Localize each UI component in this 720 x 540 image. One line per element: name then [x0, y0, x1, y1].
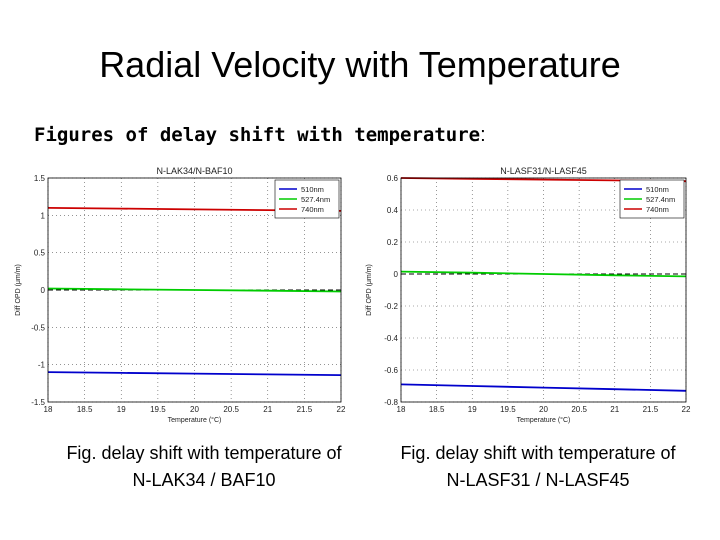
series-line-0 [47, 371, 342, 376]
y-tick-label: -0.4 [384, 334, 398, 343]
x-tick-label: 22 [682, 405, 691, 414]
x-axis-label: Temperature (°C) [168, 416, 222, 424]
slide-title: Radial Velocity with Temperature [99, 44, 621, 85]
x-tick-label: 21.5 [297, 405, 313, 414]
x-tick-label: 19.5 [150, 405, 166, 414]
y-tick-label: 0.4 [387, 206, 399, 215]
x-tick-label: 18.5 [77, 405, 93, 414]
y-tick-label: 1.5 [34, 174, 46, 183]
x-tick-label: 19 [117, 405, 126, 414]
caption-right-line1: Fig. delay shift with temperature of [400, 443, 676, 463]
subheading: Figures of delay shift with temperature: [34, 124, 486, 147]
y-tick-label: -1.5 [31, 398, 45, 407]
x-axis-label: Temperature (°C) [517, 416, 571, 424]
y-tick-label: 0.2 [387, 238, 399, 247]
x-tick-label: 18 [397, 405, 406, 414]
x-tick-label: 20 [190, 405, 199, 414]
caption-right-line2: N-LASF31 / N-LASF45 [446, 470, 630, 490]
y-tick-label: 0 [394, 270, 399, 279]
legend-label-1: 527.4nm [301, 195, 330, 204]
y-tick-label: 0.5 [34, 249, 46, 258]
caption-left-line2: N-LAK34 / BAF10 [132, 470, 276, 490]
x-tick-label: 21 [263, 405, 272, 414]
x-tick-label: 20 [539, 405, 548, 414]
subheading-colon: : [480, 124, 486, 146]
y-tick-label: -0.6 [384, 366, 398, 375]
x-tick-label: 22 [337, 405, 346, 414]
x-tick-label: 18.5 [429, 405, 445, 414]
series-line-1 [47, 287, 342, 293]
legend-label-2: 740nm [301, 205, 324, 214]
y-axis-label: Diff OPD (μm/m) [366, 264, 373, 316]
y-axis-label: Diff OPD (μm/m) [15, 264, 22, 316]
series-line-0 [400, 383, 687, 392]
y-tick-label: 0 [41, 286, 46, 295]
chart-title: N-LAK34/N-BAF10 [156, 166, 232, 176]
caption-left: Fig. delay shift with temperature of N-L… [44, 440, 364, 494]
plot-frame [400, 177, 687, 403]
y-tick-label: 0.6 [387, 174, 399, 183]
chart-title: N-LASF31/N-LASF45 [500, 166, 587, 176]
x-tick-label: 18 [44, 405, 53, 414]
legend-label-0: 510nm [301, 185, 324, 194]
legend-label-2: 740nm [646, 205, 669, 214]
y-tick-label: -0.8 [384, 398, 398, 407]
x-tick-label: 19.5 [500, 405, 516, 414]
legend-label-1: 527.4nm [646, 195, 675, 204]
y-tick-label: -0.5 [31, 323, 45, 332]
x-tick-label: 19 [468, 405, 477, 414]
chart-right: 18 18.5 19 19.5 20 20.5 21 21.5 22 0.6 0.4 0.2 0 -0.2… [366, 166, 691, 424]
subheading-text: Figures of delay shift with temperature [34, 124, 481, 146]
y-tick-label: 1 [41, 211, 46, 220]
x-tick-label: 20.5 [223, 405, 239, 414]
legend-label-0: 510nm [646, 185, 669, 194]
plot-frame [47, 177, 342, 403]
y-tick-label: -1 [38, 361, 46, 370]
x-tick-label: 20.5 [571, 405, 587, 414]
y-tick-label: -0.2 [384, 302, 398, 311]
x-tick-label: 21 [610, 405, 619, 414]
x-tick-label: 21.5 [643, 405, 659, 414]
series-line-1 [400, 270, 687, 278]
caption-left-line1: Fig. delay shift with temperature of [66, 443, 342, 463]
chart-left: 18 18.5 19 19.5 20 20.5 21 21.5 22 1.5 1 0.5 0 -0.5 -1… [15, 166, 346, 424]
caption-right: Fig. delay shift with temperature of N-L… [378, 440, 698, 494]
